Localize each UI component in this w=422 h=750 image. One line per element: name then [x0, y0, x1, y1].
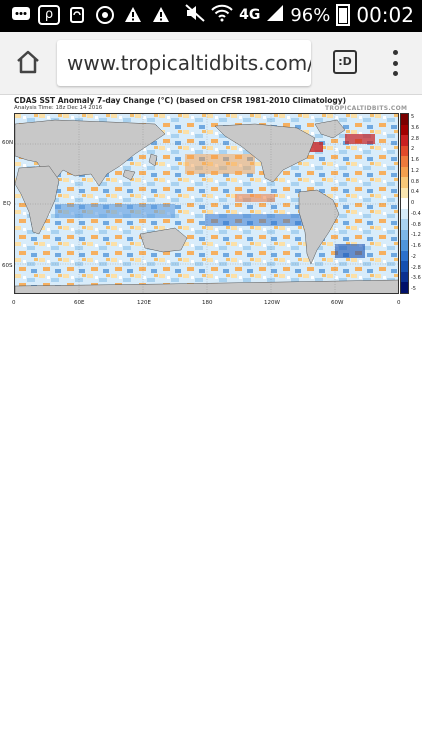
colorbar-swatch [401, 145, 408, 157]
colorbar-swatch [401, 208, 408, 220]
lon-label: 0 [12, 300, 16, 306]
colorbar-label: 0 [411, 200, 415, 206]
battery-icon [336, 4, 351, 26]
menu-dot [392, 71, 398, 76]
warning-icon [150, 4, 172, 26]
home-icon [17, 50, 39, 74]
colorbar-swatch [401, 250, 408, 262]
colorbar-label: -3.6 [411, 275, 421, 282]
colorbar-label: 1.6 [411, 157, 419, 163]
page-content: CDAS SST Anomaly 7-day Change (°C) (base… [0, 95, 422, 750]
map-graphic [15, 114, 398, 293]
warning-icon [122, 4, 144, 26]
colorbar-label: -2 [411, 253, 416, 260]
colorbar-swatch [401, 114, 408, 125]
colorbar-swatch [401, 187, 408, 199]
chrome-icon [94, 4, 116, 26]
clock: 00:02 [356, 3, 414, 27]
colorbar-swatch [401, 124, 408, 136]
colorbar-label: -1.6 [411, 243, 421, 249]
status-bar: ρ 4G 96% 00:02 [0, 0, 422, 32]
colorbar-swatch [401, 166, 408, 178]
colorbar-label: 0.8 [411, 178, 419, 185]
notification-icons: ρ [10, 4, 172, 26]
colorbar-swatch [401, 198, 408, 209]
colorbar-swatch [401, 177, 408, 188]
colorbar-label: -1.2 [411, 232, 421, 239]
colorbar-label: -5 [411, 286, 416, 292]
analysis-time: Analysis Time: 18z Dec 14 2016 [14, 105, 103, 111]
lat-label: EQ [3, 201, 11, 207]
home-button[interactable] [14, 48, 42, 76]
colorbar-label: 3.6 [411, 124, 419, 131]
network-type: 4G [239, 7, 261, 23]
lat-label: 60S [2, 263, 13, 269]
colorbar-label: -0.4 [411, 210, 421, 217]
colorbar-label: -0.8 [411, 221, 421, 228]
lon-label: 0 [397, 300, 401, 306]
colorbar-swatch [401, 282, 408, 293]
lon-label: 120W [264, 300, 280, 306]
colorbar-swatch [401, 240, 408, 251]
mute-icon [185, 3, 205, 27]
colorbar-label: -2.8 [411, 264, 421, 271]
browser-toolbar: www.tropicaltidbits.com/an :D [0, 32, 422, 95]
lon-label: 120E [137, 300, 151, 306]
colorbar-swatch [401, 219, 408, 230]
wifi-icon [211, 4, 233, 27]
message-icon [10, 4, 32, 26]
sst-anomaly-map [14, 113, 399, 294]
battery-percent: 96% [290, 4, 331, 26]
lon-label: 60E [74, 300, 85, 306]
colorbar-label: 2.8 [411, 135, 419, 142]
lat-label: 60N [2, 140, 14, 146]
colorbar-swatch [401, 271, 408, 283]
sync-icon [66, 4, 88, 26]
colorbar-label: 5 [411, 114, 415, 120]
colorbar-swatch [401, 261, 408, 272]
site-watermark: TROPICALTIDBITS.COM [325, 105, 408, 112]
colorbar-swatch [401, 229, 408, 241]
colorbar-swatch [401, 156, 408, 167]
tab-switcher-button[interactable]: :D [333, 50, 357, 74]
lon-label: 60W [331, 300, 344, 306]
colorbar-label: 0.4 [411, 189, 419, 196]
lon-label: 180 [202, 300, 213, 306]
colorbar-swatch [401, 135, 408, 146]
figure-title: CDAS SST Anomaly 7-day Change (°C) (base… [14, 96, 347, 105]
colorbar-label: 1.2 [411, 167, 419, 174]
system-icons: 4G 96% 00:02 [185, 3, 414, 27]
address-bar[interactable]: www.tropicaltidbits.com/an [57, 40, 311, 86]
colorbar-label: 2 [411, 146, 415, 153]
menu-dot [392, 60, 398, 66]
app-icon: ρ [38, 4, 60, 26]
menu-dot [392, 50, 398, 55]
overflow-menu-button[interactable] [390, 50, 400, 76]
signal-icon [266, 4, 284, 27]
colorbar [400, 113, 409, 294]
